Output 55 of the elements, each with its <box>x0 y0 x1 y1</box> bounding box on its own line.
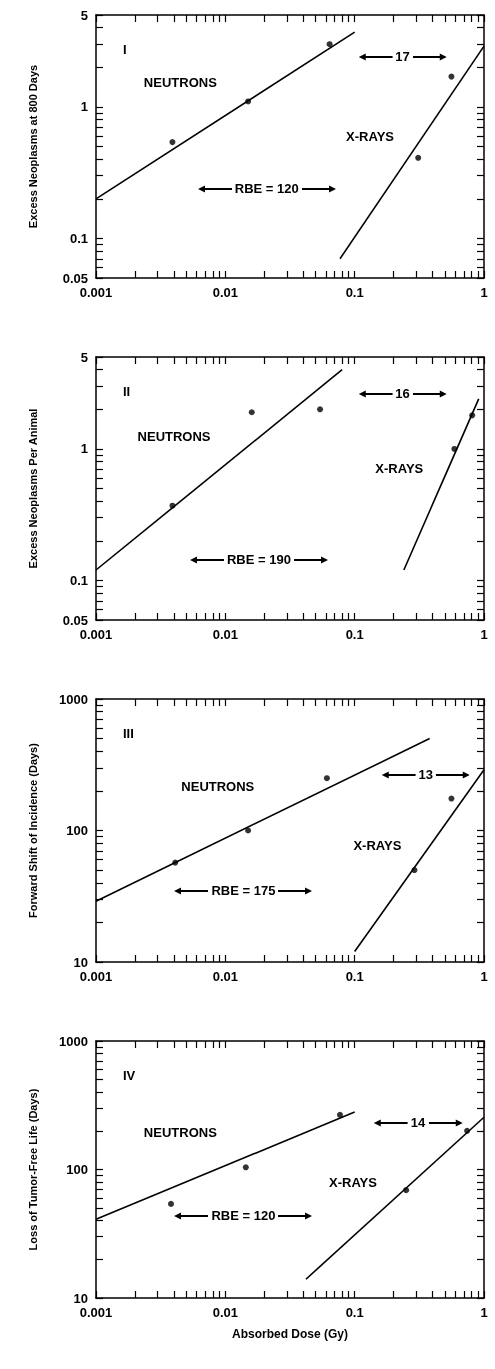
text: NEUTRONS <box>181 778 255 794</box>
annotation: 14 <box>410 1115 426 1132</box>
y-tick-label: 1000 <box>59 691 88 707</box>
y-tick-label: 1000 <box>59 1033 88 1049</box>
x-tick-label: 1 <box>480 627 488 642</box>
x-tick-label: 0.1 <box>345 969 364 984</box>
y-tick-label: 10 <box>73 954 88 970</box>
y-axis-title: Loss of Tumor-Free Life (Days) <box>26 1088 39 1251</box>
y-tick-label: 0.1 <box>69 230 88 246</box>
series-label: X-RAYS <box>375 461 424 477</box>
annotation: RBE = 190 <box>226 551 291 568</box>
annotation: 17 <box>395 49 410 66</box>
y-tick-label: 10 <box>73 1290 88 1306</box>
series-label: X-RAYS <box>329 1175 377 1191</box>
y-tick-label: 100 <box>66 823 88 838</box>
y-axis-title: Excess Neoplasms at 800 Days <box>26 64 39 229</box>
x-tick-label: 0.1 <box>345 1305 364 1320</box>
x-tick-label: 1 <box>480 969 488 984</box>
annotation: RBE = 175 <box>211 882 276 899</box>
x-tick-label: 0.001 <box>79 1305 113 1320</box>
series-label: X-RAYS <box>353 837 402 853</box>
text: NEUTRONS <box>143 74 217 90</box>
annotation: RBE = 120 <box>211 1207 276 1224</box>
x-tick-label: 0.001 <box>79 627 113 642</box>
x-tick-label: 0.01 <box>212 285 238 300</box>
text: I <box>123 42 127 57</box>
x-tick-label: 0.001 <box>79 285 113 300</box>
text: III <box>123 726 134 741</box>
y-tick-label: 100 <box>66 1162 88 1177</box>
y-tick-label: 1 <box>80 99 88 115</box>
series-label: X-RAYS <box>346 129 394 145</box>
x-tick-label: 0.1 <box>345 285 364 300</box>
x-tick-label: 0.1 <box>345 627 364 642</box>
x-tick-label: 0.001 <box>79 969 113 984</box>
x-tick-label: 0.01 <box>212 1305 238 1320</box>
series-label: NEUTRONS <box>137 428 211 444</box>
y-tick-label: 1 <box>80 441 88 457</box>
x-tick-label: 1 <box>480 1305 488 1320</box>
annotation: 13 <box>418 767 434 784</box>
x-tick-label: 1 <box>480 285 488 300</box>
annotation: 16 <box>395 385 410 402</box>
y-tick-label: 0.1 <box>69 572 88 588</box>
y-tick-label: 0.05 <box>62 612 88 628</box>
annotation: RBE = 120 <box>234 180 299 197</box>
y-axis-title: Forward Shift of Incidence (Days) <box>26 742 39 918</box>
text: II <box>123 384 131 399</box>
text: NEUTRONS <box>143 1124 217 1140</box>
y-tick-label: 5 <box>80 7 88 23</box>
y-tick-label: 5 <box>80 349 88 365</box>
x-axis-title: Absorbed Dose (Gy) <box>231 1327 349 1341</box>
y-tick-label: 0.05 <box>62 270 88 286</box>
x-tick-label: 0.01 <box>212 627 238 642</box>
text: IV <box>123 1068 136 1083</box>
x-tick-label: 0.01 <box>212 969 238 984</box>
y-axis-title: Excess Neoplasms Per Animal <box>26 408 39 569</box>
